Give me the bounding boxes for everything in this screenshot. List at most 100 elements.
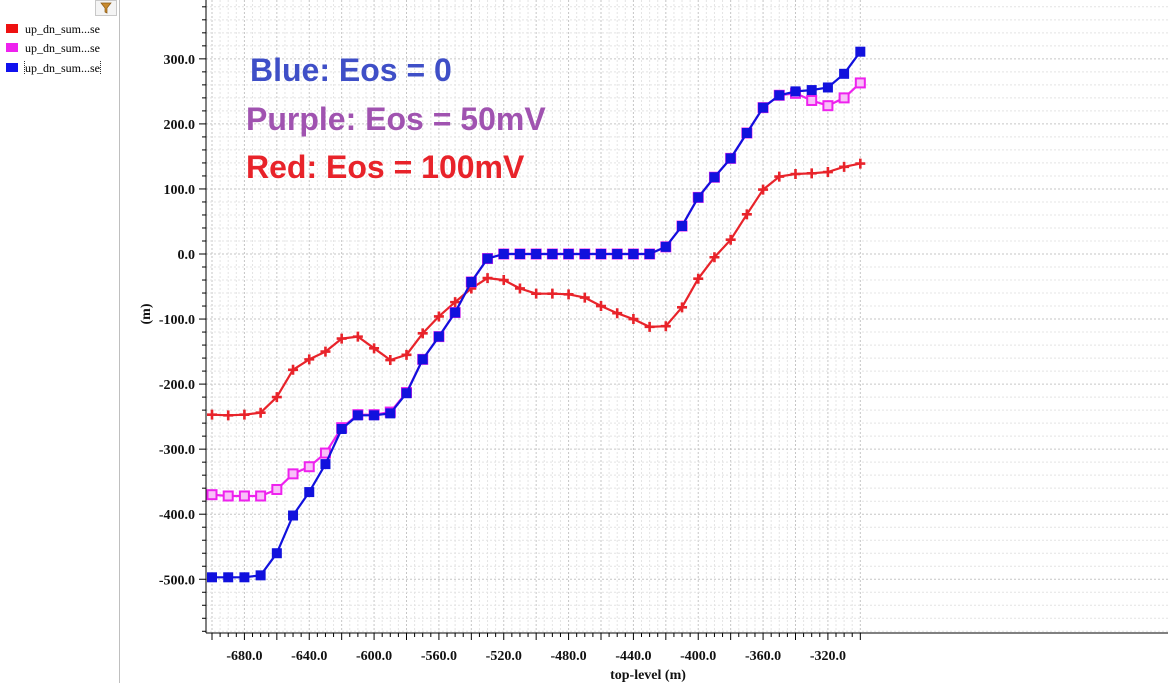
data-point: [336, 423, 347, 434]
data-point: [206, 489, 218, 501]
data-point: [822, 100, 834, 112]
annotation-blue: Blue: Eos = 0: [250, 52, 452, 88]
y-tick-label: -200.0: [159, 378, 195, 393]
data-point: [547, 249, 558, 259]
data-point: [822, 82, 833, 93]
data-point: [207, 572, 217, 583]
data-point: [336, 333, 347, 344]
data-point: [401, 388, 412, 399]
y-tick-label: -300.0: [159, 443, 195, 458]
data-point: [531, 288, 542, 299]
data-point: [207, 409, 217, 420]
filter-funnel-icon[interactable]: [95, 0, 117, 16]
data-point: [239, 572, 250, 583]
data-point: [255, 490, 267, 502]
legend-label: up_dn_sum...se: [24, 61, 101, 75]
data-point: [579, 249, 590, 259]
data-point: [677, 221, 688, 232]
data-point: [304, 487, 315, 498]
data-point: [466, 276, 477, 287]
data-point: [514, 283, 525, 294]
data-point: [303, 461, 315, 473]
data-point: [563, 289, 574, 300]
data-point: [433, 331, 444, 342]
data-point: [320, 346, 331, 357]
tick-labels: -680.0 -640.0 -600.0 -560.0 -520.0 -480.0 -440…: [159, 53, 846, 664]
data-point: [498, 249, 509, 259]
data-point: [531, 249, 542, 259]
data-point: [660, 241, 671, 252]
data-point: [482, 253, 493, 264]
data-point: [287, 468, 299, 480]
legend-item-purple[interactable]: up_dn_sum...se: [6, 41, 118, 55]
data-point: [612, 308, 623, 319]
legend-item-blue[interactable]: up_dn_sum...se: [6, 61, 118, 75]
grid-lines: [206, 0, 1168, 633]
data-point: [417, 354, 428, 365]
legend-swatch-blue: [6, 63, 18, 72]
data-point: [401, 349, 412, 360]
x-tick-label: -640.0: [291, 649, 327, 664]
series-blue[interactable]: [207, 46, 866, 583]
data-point: [774, 171, 785, 182]
data-point: [806, 168, 817, 179]
data-point: [855, 158, 866, 169]
data-point: [660, 321, 671, 332]
data-point: [255, 407, 266, 418]
data-point: [693, 192, 704, 203]
ticks: [199, 6, 861, 640]
legend-item-red[interactable]: up_dn_sum...se: [6, 22, 118, 36]
data-point: [644, 321, 655, 332]
data-point: [288, 364, 299, 375]
data-point: [595, 301, 606, 312]
data-point: [222, 490, 234, 502]
data-point: [369, 410, 380, 421]
data-point: [595, 249, 606, 259]
data-point: [579, 292, 590, 303]
data-point: [369, 343, 380, 354]
y-tick-label: 200.0: [164, 118, 196, 133]
data-point: [239, 409, 250, 420]
data-point: [352, 410, 363, 421]
data-point: [563, 249, 574, 259]
data-point: [498, 275, 509, 286]
data-point: [223, 410, 234, 421]
data-point: [628, 314, 639, 325]
data-point: [693, 273, 704, 284]
data-point: [482, 273, 493, 284]
y-tick-label: 100.0: [164, 183, 196, 198]
data-point: [838, 92, 850, 104]
data-point: [385, 408, 396, 419]
x-tick-label: -440.0: [615, 649, 651, 664]
data-point: [839, 161, 850, 172]
annotation-purple: Purple: Eos = 50mV: [246, 101, 546, 137]
data-point: [806, 85, 817, 96]
legend-swatch-purple: [6, 43, 18, 52]
x-tick-label: -600.0: [356, 649, 392, 664]
data-point: [677, 302, 688, 313]
x-tick-label: -560.0: [421, 649, 457, 664]
data-point: [725, 153, 736, 164]
data-point: [271, 392, 282, 403]
x-tick-label: -320.0: [810, 649, 846, 664]
data-point: [450, 307, 461, 318]
y-tick-label: -500.0: [159, 573, 195, 588]
x-tick-label: -520.0: [486, 649, 522, 664]
x-tick-label: -400.0: [680, 649, 716, 664]
y-tick-label: 300.0: [164, 53, 196, 68]
data-point: [612, 249, 623, 259]
legend-swatch-red: [6, 24, 18, 33]
data-point: [450, 297, 461, 308]
data-point: [385, 355, 396, 366]
annotation-red: Red: Eos = 100mV: [246, 149, 525, 185]
x-axis-title: top-level (m): [610, 668, 686, 683]
data-point: [223, 572, 234, 583]
legend-label: up_dn_sum...se: [25, 41, 100, 55]
data-point: [238, 490, 250, 502]
data-point: [741, 209, 752, 220]
data-point: [758, 184, 769, 195]
series-red[interactable]: [207, 158, 866, 421]
legend-panel: up_dn_sum...se up_dn_sum...se up_dn_sum.…: [0, 0, 120, 683]
data-point: [709, 252, 720, 263]
